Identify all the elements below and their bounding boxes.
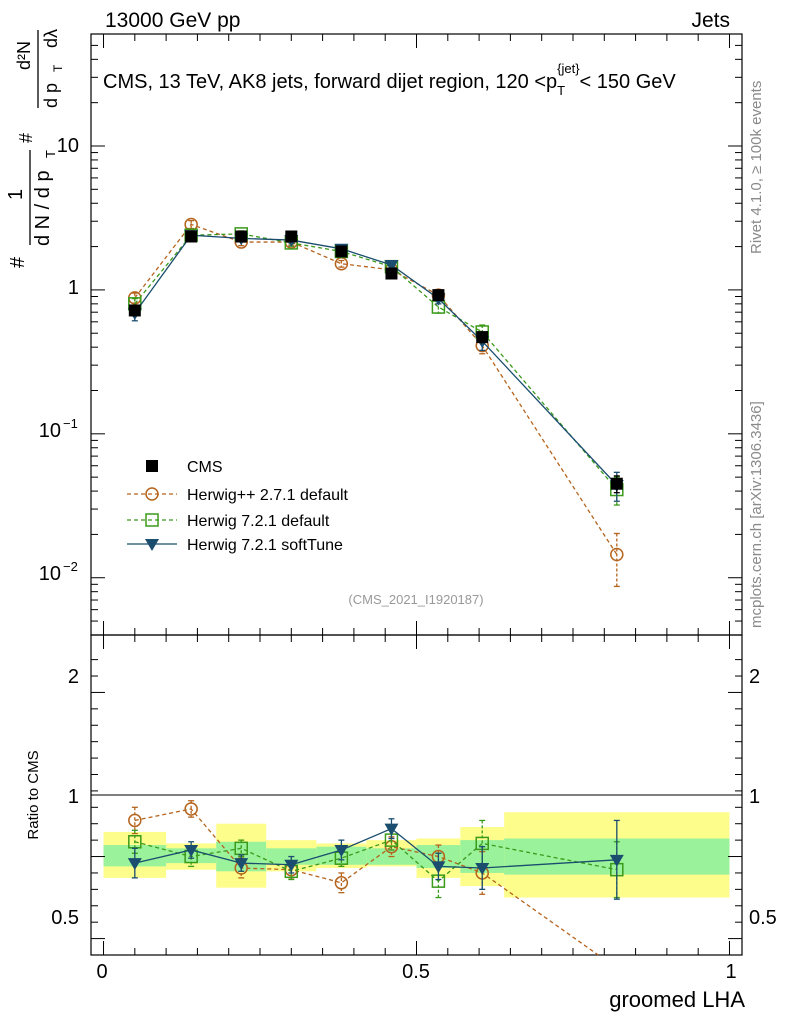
y-label-dlambda: dλ [41, 29, 61, 48]
x-axis-label: groomed LHA [609, 987, 745, 1012]
xtick-label-1: 1 [725, 961, 736, 983]
point-cms [235, 230, 248, 243]
point-cms [432, 289, 445, 302]
legend-marker-herwig-7-2-1-default [145, 513, 159, 527]
ytick-label-0p01: 10 [39, 563, 61, 585]
legend-label-cms: CMS [187, 459, 223, 476]
point-herwig-7-2-1-softtune [384, 259, 399, 272]
ratio-ytick-05-right: 0.5 [749, 907, 777, 929]
series-line-herwig-7-2-1-default [134, 233, 618, 490]
title-sup: {jet} [557, 61, 580, 76]
ytick-label-1: 1 [68, 277, 79, 299]
ratio-point-herwig-7-2-1-softtune [384, 823, 399, 836]
header-left-label: 13000 GeV pp [105, 9, 241, 32]
rivet-version-label: Rivet 4.1.0, ≥ 100k events [748, 81, 765, 254]
legend-marker-herwig-7-2-1-softtune [145, 539, 159, 551]
ratio-y-ticks [91, 659, 742, 940]
series-line-herwig-2-7-1-default [134, 223, 618, 555]
ratio-ytick-05-left: 0.5 [51, 907, 79, 929]
point-cms [385, 267, 398, 280]
ratio-point-herwig-7-2-1-softtune [431, 861, 446, 874]
point-cms [285, 230, 298, 243]
main-series [127, 217, 624, 588]
y-label-d2n: d²N [14, 41, 34, 70]
analysis-watermark: (CMS_2021_I1920187) [348, 592, 483, 607]
title-text-b: < 150 GeV [580, 71, 677, 93]
point-cms [128, 304, 141, 317]
y-label-dn: d N / d p [32, 170, 54, 246]
ratio-point-herwig-7-2-1-softtune [334, 844, 349, 857]
point-cms [335, 245, 348, 258]
y-label-hash-2: # [16, 133, 36, 143]
plot-title: CMS, 13 TeV, AK8 jets, forward dijet reg… [103, 61, 676, 98]
ratio-point-herwig-7-2-1-softtune [127, 858, 142, 871]
ratio-y-label: Ratio to CMS [25, 750, 42, 839]
ratio-point-herwig-7-2-1-softtune [184, 844, 199, 857]
ytick-label-0p1-exp: −1 [63, 416, 78, 431]
ratio-point-herwig-7-2-1-softtune [475, 863, 490, 876]
ratio-point-herwig-7-2-1-softtune [609, 854, 624, 867]
y-label-one: 1 [5, 189, 27, 200]
point-cms [185, 230, 198, 243]
ytick-label-10: 10 [57, 135, 79, 157]
ratio-point-herwig-2-7-1-default [184, 802, 198, 816]
title-sub: T [557, 83, 565, 98]
y-label-t-sub: T [43, 150, 58, 158]
y-label-dp: d p [41, 83, 61, 108]
legend-label-herwigpp: Herwig++ 2.7.1 default [187, 487, 349, 504]
legend-marker-cms [146, 460, 158, 472]
xtick-label-0: 0 [96, 961, 107, 983]
point-herwig-2-7-1-default [610, 547, 624, 562]
y-label-hash-1: # [7, 256, 29, 268]
point-cms [610, 477, 623, 490]
ratio-point-herwig-7-2-1-softtune [284, 859, 299, 872]
legend-marker-herwig-2-7-1-default [145, 487, 159, 501]
title-text-a: CMS, 13 TeV, AK8 jets, forward dijet reg… [103, 71, 557, 93]
mcplots-label: mcplots.cern.ch [arXiv:1306.3436] [748, 401, 765, 628]
xtick-label-0p5: 0.5 [402, 961, 430, 983]
legend-label-softtune: Herwig 7.2.1 softTune [187, 537, 343, 554]
ytick-label-0p01-exp: −2 [63, 559, 78, 574]
ratio-ytick-2-right: 2 [749, 666, 760, 688]
series-line-herwig-7-2-1-softtune [134, 234, 618, 486]
y-label-t-sub-2: T [51, 64, 65, 72]
ratio-point-herwig-7-2-1-softtune [234, 858, 249, 871]
point-cms [476, 331, 489, 344]
legend: CMS Herwig++ 2.7.1 default Herwig 7.2.1 … [127, 459, 349, 554]
ratio-ytick-1-left: 1 [68, 786, 79, 808]
header-right-label: Jets [691, 9, 730, 32]
ratio-ytick-2-left: 2 [68, 666, 79, 688]
main-y-ticks [91, 33, 742, 636]
legend-label-herwig721: Herwig 7.2.1 default [187, 513, 330, 530]
ratio-point-herwig-2-7-1-default [128, 813, 142, 828]
ratio-series [127, 800, 624, 956]
ytick-label-0p1: 10 [39, 420, 61, 442]
main-y-label: # 1 d N / d p T # d²N d p T dλ [5, 29, 65, 268]
ratio-ytick-1-right: 1 [749, 786, 760, 808]
ratio-point-herwig-2-7-1-default [334, 876, 349, 890]
x-ticks [103, 34, 730, 955]
